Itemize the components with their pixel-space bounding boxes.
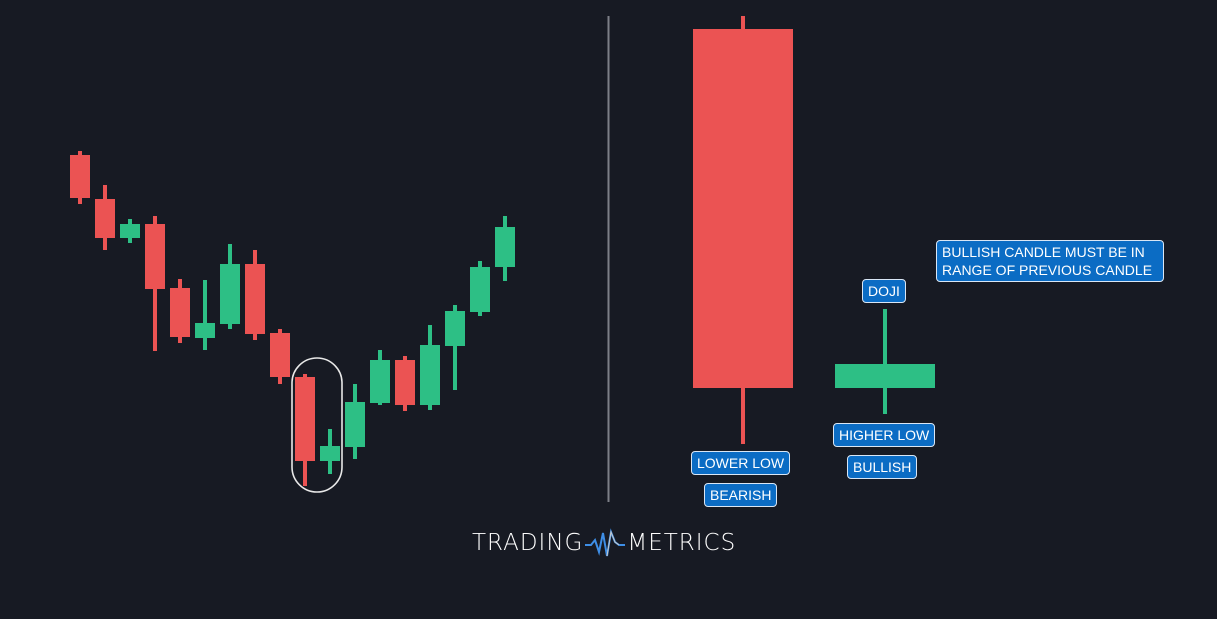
candle-bullish xyxy=(495,216,515,281)
candle-bullish xyxy=(345,384,365,459)
candle-bearish xyxy=(395,356,415,411)
left-candles xyxy=(70,151,515,486)
higher-low-label: HIGHER LOW xyxy=(833,423,936,447)
candle-bearish xyxy=(693,16,793,444)
candle-bullish xyxy=(120,219,140,243)
candle-bearish xyxy=(170,279,190,343)
candle-bearish xyxy=(295,374,315,486)
highlight-oval xyxy=(291,357,343,493)
doji-label: DOJI xyxy=(862,279,906,303)
candle-bullish xyxy=(835,309,935,414)
waveform-icon xyxy=(585,528,626,557)
candle-bearish xyxy=(95,185,115,250)
candle-bullish xyxy=(320,429,340,474)
candle-bullish xyxy=(220,244,240,329)
candle-bullish xyxy=(420,325,440,410)
candle-bearish xyxy=(270,329,290,384)
brand-logo: TRADING METRICS xyxy=(472,528,736,558)
candle-bearish xyxy=(70,151,90,204)
brand-right-text: METRICS xyxy=(627,530,737,556)
brand-left-text: TRADING xyxy=(472,530,584,556)
candle-bullish xyxy=(195,280,215,350)
candle-bearish xyxy=(245,250,265,340)
candle-bullish xyxy=(370,350,390,405)
bullish-label: BULLISH xyxy=(847,455,918,479)
candle-bearish xyxy=(145,216,165,351)
rule-label: BULLISH CANDLE MUST BE IN RANGE OF PREVI… xyxy=(936,240,1164,282)
lower-low-label: LOWER LOW xyxy=(691,451,791,475)
bearish-label: BEARISH xyxy=(704,483,778,507)
right-candles xyxy=(693,16,935,444)
candle-bullish xyxy=(470,261,490,316)
candle-bullish xyxy=(445,305,465,390)
